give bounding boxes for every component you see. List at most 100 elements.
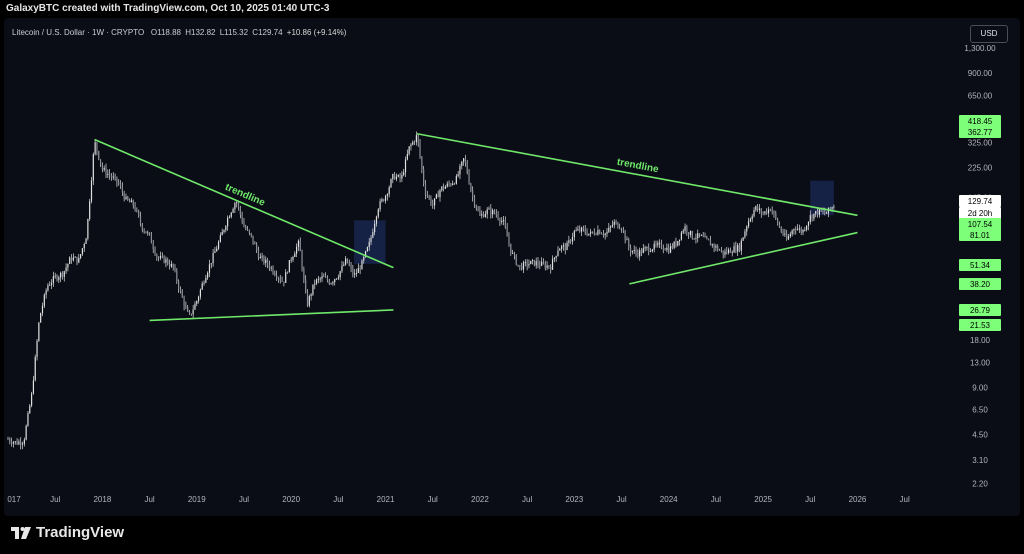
candle-body bbox=[292, 256, 294, 260]
candle-body bbox=[167, 259, 169, 265]
candle-body bbox=[731, 252, 733, 254]
candle-body bbox=[484, 214, 486, 218]
candle-body bbox=[657, 243, 659, 245]
candle-body bbox=[279, 278, 281, 281]
candle-body bbox=[366, 247, 368, 252]
candle-body bbox=[720, 250, 722, 252]
candle-body bbox=[486, 209, 488, 215]
x-tick-label: Jul bbox=[144, 495, 154, 504]
candle-body bbox=[20, 441, 22, 445]
candle-body bbox=[811, 215, 813, 219]
candle-body bbox=[123, 192, 125, 200]
candle-body bbox=[361, 260, 363, 270]
candle-body bbox=[317, 278, 319, 280]
chart-panel[interactable]: trendline trendline 1,300.00 900.00 650.00 3… bbox=[4, 18, 1020, 516]
footer: TradingView bbox=[0, 516, 1024, 554]
price-axis[interactable]: 1,300.00900.00650.00325.00225.00145.0018… bbox=[964, 44, 996, 488]
candle-body bbox=[163, 256, 165, 263]
candle-body bbox=[228, 216, 231, 218]
candle-body bbox=[81, 248, 84, 255]
candle-body bbox=[132, 200, 134, 206]
candle-body bbox=[236, 202, 238, 204]
candle-body bbox=[522, 262, 525, 270]
candle-body bbox=[61, 272, 64, 277]
candle-body bbox=[738, 244, 741, 251]
time-axis[interactable]: 017 Jul 2018 Jul 2019 Jul 2020 Jul 2021 Jul 2022 Ju… bbox=[7, 495, 910, 504]
candle-body bbox=[421, 156, 423, 170]
candle-body bbox=[706, 236, 708, 239]
candle-body bbox=[497, 214, 499, 219]
candle-body bbox=[659, 242, 661, 244]
candle-body bbox=[724, 251, 726, 255]
candle-body bbox=[134, 205, 136, 211]
candle-body bbox=[766, 211, 768, 214]
candle-body bbox=[216, 248, 218, 252]
x-tick-label: Jul bbox=[711, 495, 721, 504]
y-tick-label: 900.00 bbox=[968, 69, 993, 78]
brand-name: TradingView bbox=[36, 524, 125, 541]
candle-body bbox=[579, 229, 581, 232]
candle-body bbox=[689, 231, 692, 235]
candle-body bbox=[408, 146, 410, 155]
candle-body bbox=[158, 257, 160, 259]
candle-body bbox=[252, 235, 254, 243]
candle-body bbox=[34, 356, 36, 381]
candle-body bbox=[691, 231, 693, 239]
price-badge bbox=[959, 126, 1001, 138]
candle-body bbox=[426, 194, 428, 196]
candle-body bbox=[444, 186, 447, 189]
candle-body bbox=[190, 313, 192, 315]
candle-body bbox=[646, 247, 648, 249]
candle-body bbox=[348, 262, 350, 266]
candle-body bbox=[417, 135, 419, 143]
price-badge bbox=[959, 229, 1001, 241]
candle-body bbox=[296, 246, 298, 254]
x-tick-label: 2020 bbox=[282, 495, 300, 504]
candle-body bbox=[138, 210, 140, 217]
candle-body bbox=[553, 257, 555, 260]
candle-body bbox=[793, 229, 795, 231]
candle-body bbox=[325, 276, 327, 278]
candle-body bbox=[121, 186, 123, 193]
candle-body bbox=[170, 263, 172, 267]
candle-body bbox=[221, 232, 223, 236]
candle-body bbox=[159, 256, 162, 259]
candle-body bbox=[673, 241, 675, 248]
candle-body bbox=[194, 303, 196, 310]
candle-body bbox=[708, 238, 710, 241]
candle-body bbox=[270, 267, 272, 269]
candle-body bbox=[802, 229, 804, 233]
candle-body bbox=[764, 211, 766, 214]
candle-body bbox=[492, 210, 494, 215]
candle-body bbox=[629, 247, 632, 253]
candle-body bbox=[49, 284, 51, 286]
candle-body bbox=[401, 175, 403, 179]
candle-body bbox=[818, 209, 820, 215]
candle-body bbox=[744, 231, 746, 238]
currency-button[interactable]: USD bbox=[970, 25, 1008, 43]
candle-body bbox=[125, 196, 127, 200]
candle-body bbox=[541, 261, 543, 266]
close-label: C bbox=[252, 28, 259, 37]
candle-body bbox=[337, 277, 339, 279]
candle-body bbox=[749, 219, 751, 222]
candle-body bbox=[30, 393, 33, 406]
candle-body bbox=[728, 249, 730, 253]
tradingview-brand[interactable]: TradingView bbox=[10, 524, 124, 541]
candle-body bbox=[459, 166, 461, 175]
candle-body bbox=[250, 233, 252, 236]
candle-body bbox=[593, 232, 595, 235]
y-tick-label: 3.10 bbox=[972, 456, 988, 465]
candle-body bbox=[154, 248, 156, 255]
trendline bbox=[416, 132, 858, 217]
candle-body bbox=[432, 204, 434, 206]
low-label: L bbox=[219, 28, 225, 37]
candle-body bbox=[669, 245, 672, 253]
candle-body bbox=[771, 210, 773, 212]
candle-body bbox=[700, 235, 702, 237]
candle-body bbox=[628, 239, 630, 248]
candle-body bbox=[782, 231, 784, 235]
candle-body bbox=[773, 211, 775, 214]
